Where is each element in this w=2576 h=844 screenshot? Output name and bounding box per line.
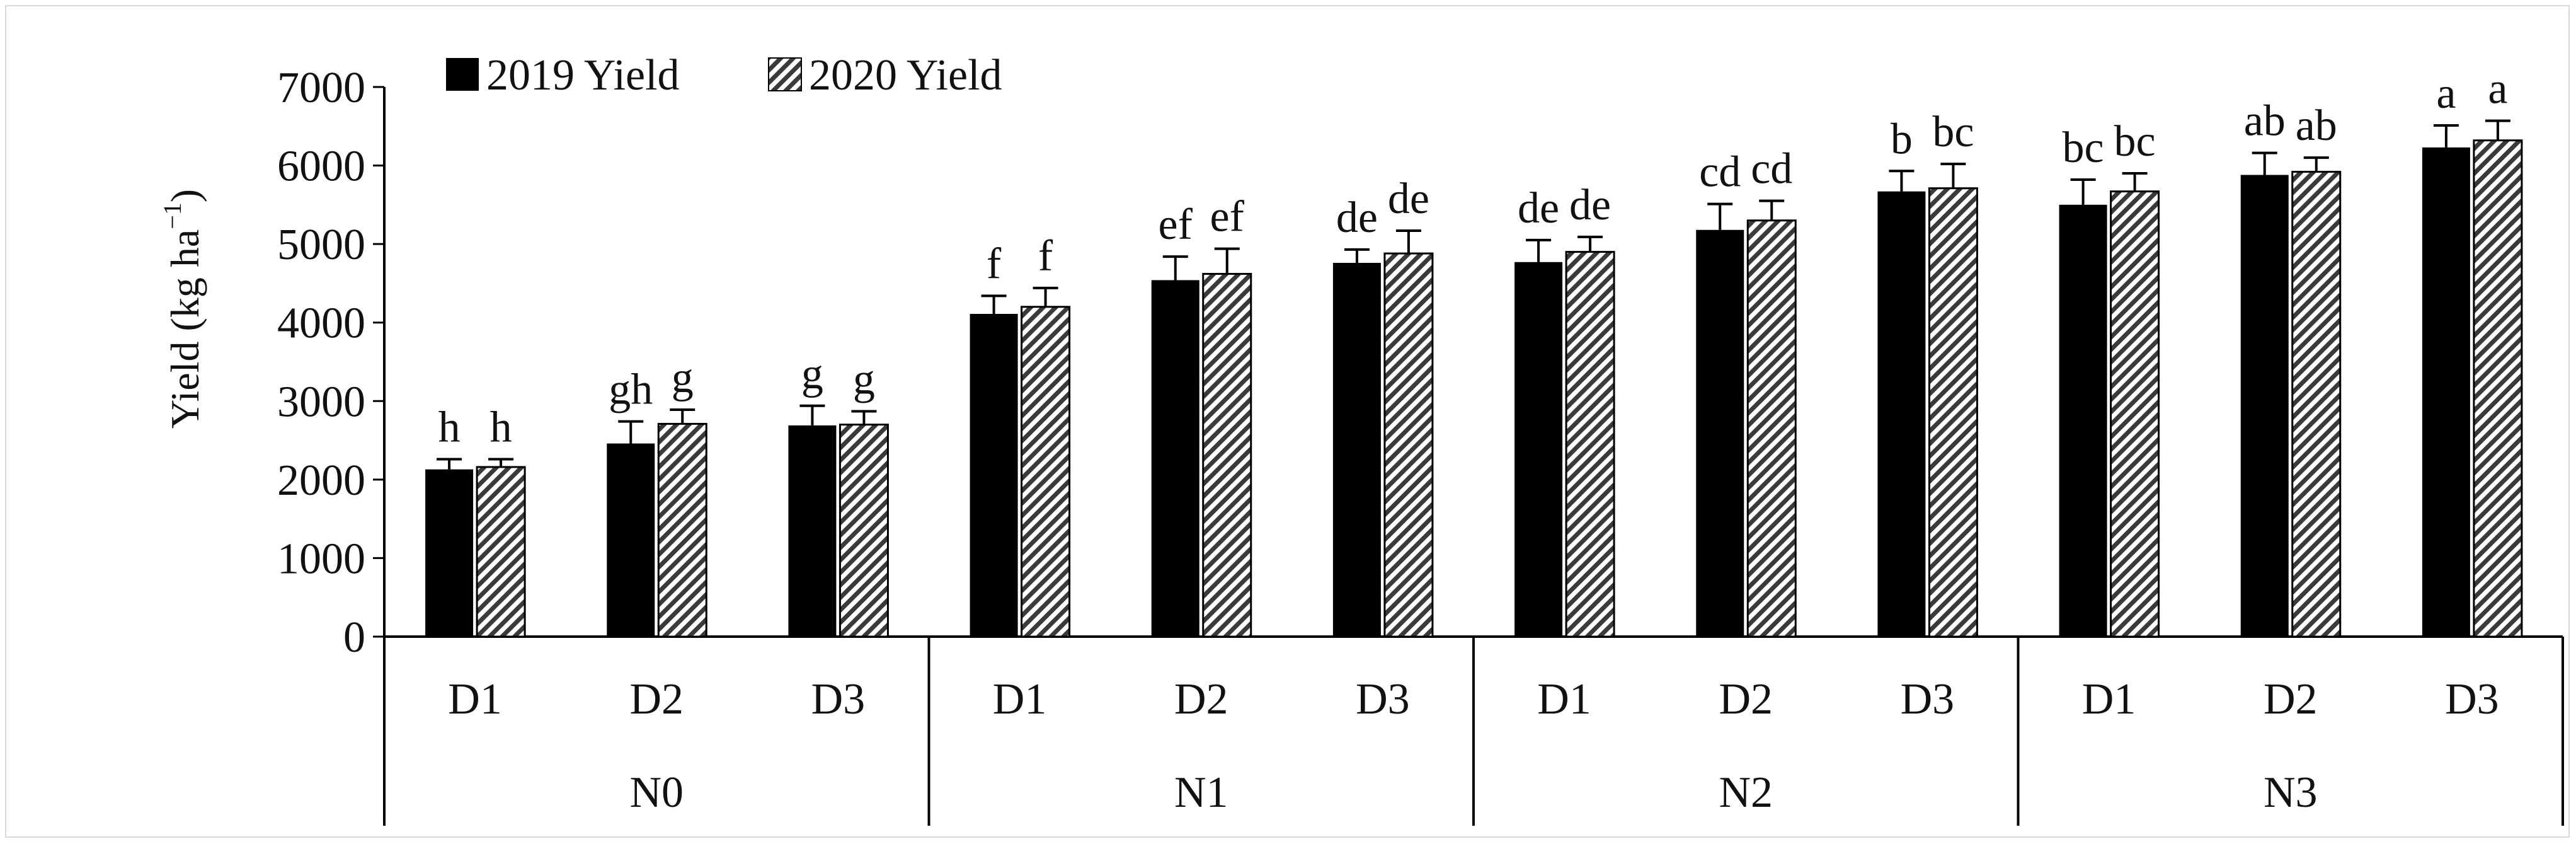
group-label: N1 <box>1174 768 1228 817</box>
significance-letter: h <box>490 403 512 451</box>
significance-letter: de <box>1336 194 1378 242</box>
significance-letter: bc <box>1932 108 1974 156</box>
bar-2020 <box>2110 190 2160 638</box>
significance-letter: gh <box>609 366 653 414</box>
bar-2020 <box>2473 139 2523 638</box>
x-axis-categories: D1 D2 D3 D1 D2 D3 D1 D2 D3 D1 D2 D3 N0 N1 N2 N3 <box>383 637 2564 826</box>
significance-letter: a <box>2488 65 2507 113</box>
significance-letter: h <box>438 403 461 451</box>
significance-letter: g <box>672 354 694 402</box>
bar-2020 <box>1746 219 1797 638</box>
bar-2020 <box>476 466 526 638</box>
bar-2020 <box>1021 306 1071 638</box>
y-tick-label: 1000 <box>277 535 365 583</box>
group-label: N3 <box>2264 768 2318 817</box>
x-tick-label: D2 <box>1719 675 1773 724</box>
significance-letter: cd <box>1699 148 1741 197</box>
legend-label-2019: 2019 Yield <box>486 51 680 100</box>
bar-2019 <box>788 425 837 637</box>
group-label: N0 <box>629 768 684 817</box>
x-tick-label: D3 <box>811 675 866 724</box>
significance-letter: de <box>1388 175 1429 223</box>
significance-letter: ef <box>1159 200 1193 249</box>
legend-label-2020: 2020 Yield <box>809 51 1002 100</box>
x-tick-label: D1 <box>1537 675 1591 724</box>
x-tick-label: D1 <box>993 675 1047 724</box>
x-tick-label: D1 <box>448 675 502 724</box>
significance-letter: ef <box>1210 193 1245 241</box>
significance-letter: g <box>853 355 875 403</box>
yield-bar-chart: Yield (kg ha−1) 2019 Yield 2020 Yield 0 1… <box>158 51 2564 826</box>
significance-letter: bc <box>2114 117 2156 166</box>
y-tick-label: 2000 <box>277 456 365 505</box>
significance-letter: bc <box>2063 124 2104 172</box>
significance-letter: cd <box>1751 145 1792 194</box>
y-tick-label: 6000 <box>277 142 365 191</box>
x-tick-label: D3 <box>2445 675 2499 724</box>
bar-2019 <box>970 314 1018 637</box>
legend-swatch-2020 <box>768 57 802 91</box>
significance-letter: a <box>2436 69 2456 118</box>
bar-2019 <box>2422 147 2470 637</box>
bar-2020 <box>1928 187 1978 638</box>
x-tick-label: D2 <box>629 675 684 724</box>
legend-swatch-2019 <box>446 58 479 91</box>
x-tick-label: D3 <box>1901 675 1955 724</box>
significance-letter: de <box>1569 181 1611 229</box>
significance-letter: de <box>1518 184 1559 233</box>
legend: 2019 Yield 2020 Yield <box>446 51 1002 100</box>
bar-2020 <box>1383 252 1434 638</box>
bar-2019 <box>607 443 655 637</box>
bar-2019 <box>1332 263 1381 637</box>
bar-2020 <box>2291 171 2342 638</box>
significance-letter: g <box>801 350 823 398</box>
significance-letter: f <box>1038 232 1053 280</box>
y-tick-label: 7000 <box>277 64 365 112</box>
bar-2020 <box>1202 272 1252 638</box>
y-tick-label: 5000 <box>277 221 365 269</box>
bar-2019 <box>1151 280 1199 637</box>
bar-2020 <box>839 424 889 638</box>
x-tick-label: D3 <box>1356 675 1410 724</box>
significance-letter: b <box>1891 115 1913 163</box>
bar-2019 <box>1514 262 1563 637</box>
bar-2019 <box>1877 191 1926 637</box>
y-tick-label: 0 <box>343 613 365 662</box>
chart-frame: Yield (kg ha−1) 2019 Yield 2020 Yield 0 1… <box>5 5 2570 838</box>
group-label: N2 <box>1719 768 1773 817</box>
significance-letter: ab <box>2296 101 2337 150</box>
significance-letter: f <box>987 240 1002 288</box>
bar-2019 <box>425 469 474 637</box>
bar-2020 <box>657 422 707 638</box>
x-tick-label: D2 <box>2264 675 2318 724</box>
y-tick-label: 3000 <box>277 378 365 426</box>
bar-2020 <box>1565 251 1615 638</box>
bar-2019 <box>2240 175 2289 637</box>
y-axis-title: Yield (kg ha−1) <box>158 189 207 429</box>
y-tick-label: 4000 <box>277 299 365 348</box>
bar-2019 <box>2059 204 2107 637</box>
x-tick-label: D1 <box>2082 675 2136 724</box>
x-tick-label: D2 <box>1174 675 1228 724</box>
bar-2019 <box>1696 229 1744 637</box>
significance-letter: ab <box>2244 97 2286 146</box>
